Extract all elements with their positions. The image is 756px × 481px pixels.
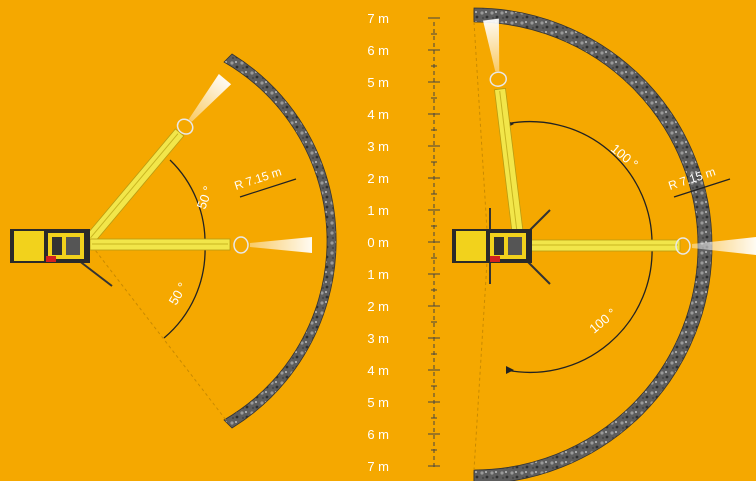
left-angle-arc-lower (163, 245, 206, 339)
right-rock-arc-body (473, 7, 713, 481)
scale-label: 7 m (367, 459, 389, 474)
right-boom-angled (483, 18, 525, 242)
scale-label: 7 m (367, 11, 389, 26)
right-arrow-lower (506, 366, 514, 374)
right-reach-line-lower (473, 245, 489, 471)
left-boom-straight (89, 236, 312, 254)
scale-label: 6 m (367, 427, 389, 442)
left-rock-arc (223, 53, 337, 429)
right-angle-arc-upper (505, 121, 653, 247)
left-radius-label: R 7.15 m (233, 164, 284, 192)
left-boom-angled (84, 73, 232, 244)
scale-label: 5 m (367, 395, 389, 410)
scale-label: 3 m (367, 139, 389, 154)
scale-label: 6 m (367, 43, 389, 58)
left-view: 50 ° 50 ° R 7.15 m (10, 53, 337, 429)
right-radius-line (673, 178, 731, 198)
scale-label: 1 m (367, 267, 389, 282)
left-angle-arc-upper (169, 159, 206, 247)
scale-label: 2 m (367, 299, 389, 314)
left-radius-line (239, 178, 297, 198)
right-reach-line-upper (473, 21, 489, 247)
left-angle-upper-label: 50 ° (194, 184, 216, 211)
right-boom-straight (529, 237, 756, 255)
scale-label: 5 m (367, 75, 389, 90)
left-machine-body (10, 229, 90, 263)
right-view: 100 ° 100 ° R 7.15 m (452, 7, 756, 481)
scale-label: 0 m (367, 235, 389, 250)
scale-label: 4 m (367, 107, 389, 122)
scale-label: 1 m (367, 203, 389, 218)
right-machine-body (452, 229, 532, 263)
right-angle-lower-label: 100 ° (586, 305, 619, 336)
left-angle-lower-label: 50 ° (166, 280, 191, 308)
scale-label: 2 m (367, 171, 389, 186)
left-outrigger (77, 259, 113, 287)
scale-label: 4 m (367, 363, 389, 378)
right-angle-arc-lower (505, 245, 653, 374)
scale-label: 3 m (367, 331, 389, 346)
right-outriggers (489, 208, 551, 285)
left-reach-line-lower (91, 245, 227, 421)
distance-scale: 7 m 6 m 5 m 4 m 3 m 2 m 1 m 0 m 1 m 2 m 3 m 4 m 5 m 6… (367, 11, 440, 474)
